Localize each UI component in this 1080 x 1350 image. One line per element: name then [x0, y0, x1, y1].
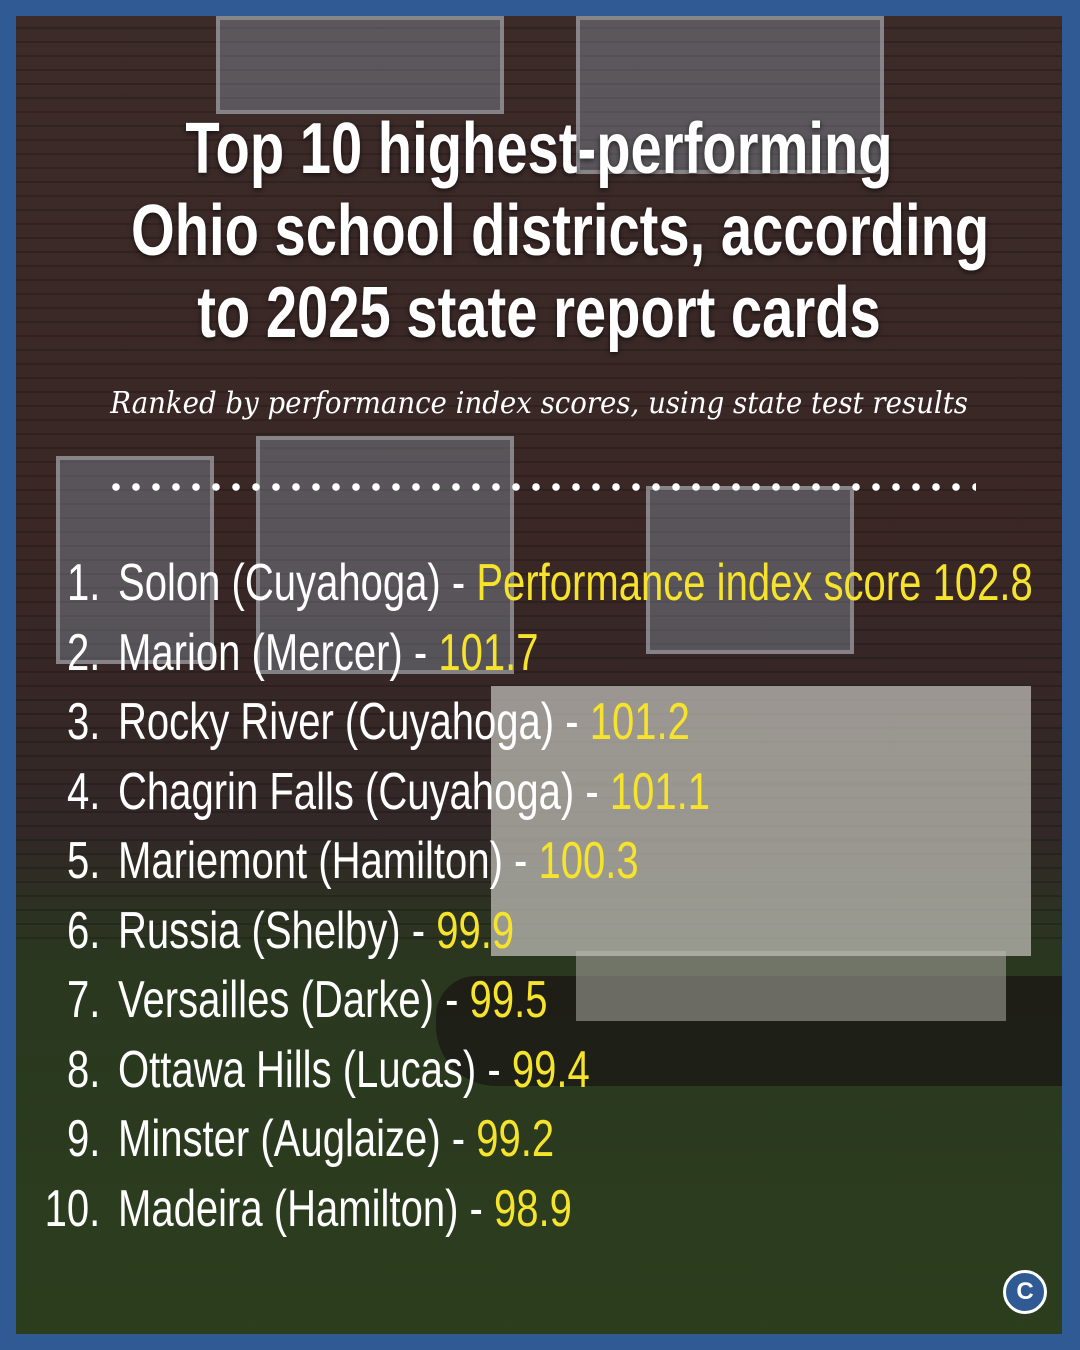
rank: 7. [66, 971, 100, 1029]
score: 99.4 [511, 1040, 590, 1099]
district-name: Rocky River (Cuyahoga) - [118, 693, 579, 751]
item-text: Madeira (Hamilton) - 98.9 [118, 1175, 572, 1244]
background-photo: Top 10 highest-performing Ohio school di… [16, 16, 1062, 1334]
district-name: Marion (Mercer) - [118, 623, 428, 682]
subtitle-box: Ranked by performance index scores, usin… [16, 386, 1062, 421]
score: 102.8 [932, 554, 1033, 612]
rank: 5. [66, 832, 100, 890]
rank: 9. [66, 1110, 100, 1168]
score: 101.7 [438, 623, 539, 682]
item-text: Marion (Mercer) - 101.7 [118, 619, 539, 688]
district-name: Ottawa Hills (Lucas) - [118, 1040, 501, 1099]
item-text: Ottawa Hills (Lucas) - 99.4 [118, 1036, 590, 1105]
score: 101.1 [609, 762, 711, 821]
subtitle: Ranked by performance index scores, usin… [110, 386, 968, 421]
district-name: Chagrin Falls (Cuyahoga) - [118, 762, 599, 821]
district-name: Solon (Cuyahoga) - [118, 554, 466, 612]
item-text: Minster (Auglaize) - 99.2 [118, 1105, 554, 1174]
title-line: to 2025 state report cards [197, 273, 881, 353]
title-line: Top 10 highest-performing [185, 109, 893, 189]
score: 99.9 [436, 901, 515, 960]
rank: 1. [66, 554, 100, 612]
district-name: Minster (Auglaize) - [118, 1110, 466, 1168]
score: 99.5 [469, 971, 548, 1029]
item-text: Chagrin Falls (Cuyahoga) - 101.1 [118, 758, 710, 827]
title-line: Ohio school districts, according [131, 191, 990, 271]
district-name: Madeira (Hamilton) - [118, 1179, 483, 1238]
item-text: Russia (Shelby) - 99.9 [118, 897, 514, 966]
item-text: Rocky River (Cuyahoga) - 101.2 [118, 688, 690, 757]
dotted-divider [106, 482, 976, 492]
item-text: Versailles (Darke) - 99.5 [118, 966, 547, 1035]
rank: 10. [44, 1179, 100, 1238]
district-name: Mariemont (Hamilton) - [118, 832, 528, 890]
item-text: Mariemont (Hamilton) - 100.3 [118, 827, 639, 896]
title: Top 10 highest-performing Ohio school di… [16, 108, 1062, 354]
score: 101.2 [589, 693, 690, 751]
score-label: Performance index score [476, 554, 922, 612]
rank: 8. [66, 1040, 100, 1099]
rank: 2. [66, 623, 100, 682]
logo: C [1003, 1270, 1047, 1314]
district-name: Versailles (Darke) - [118, 971, 459, 1029]
score: 100.3 [538, 832, 639, 890]
rank: 6. [66, 901, 100, 960]
item-text: Solon (Cuyahoga) - Performance index sco… [118, 549, 1033, 618]
district-name: Russia (Shelby) - [118, 901, 426, 960]
rank: 3. [66, 693, 100, 751]
score: 99.2 [476, 1110, 555, 1168]
score: 98.9 [494, 1179, 572, 1238]
rank: 4. [66, 762, 100, 821]
